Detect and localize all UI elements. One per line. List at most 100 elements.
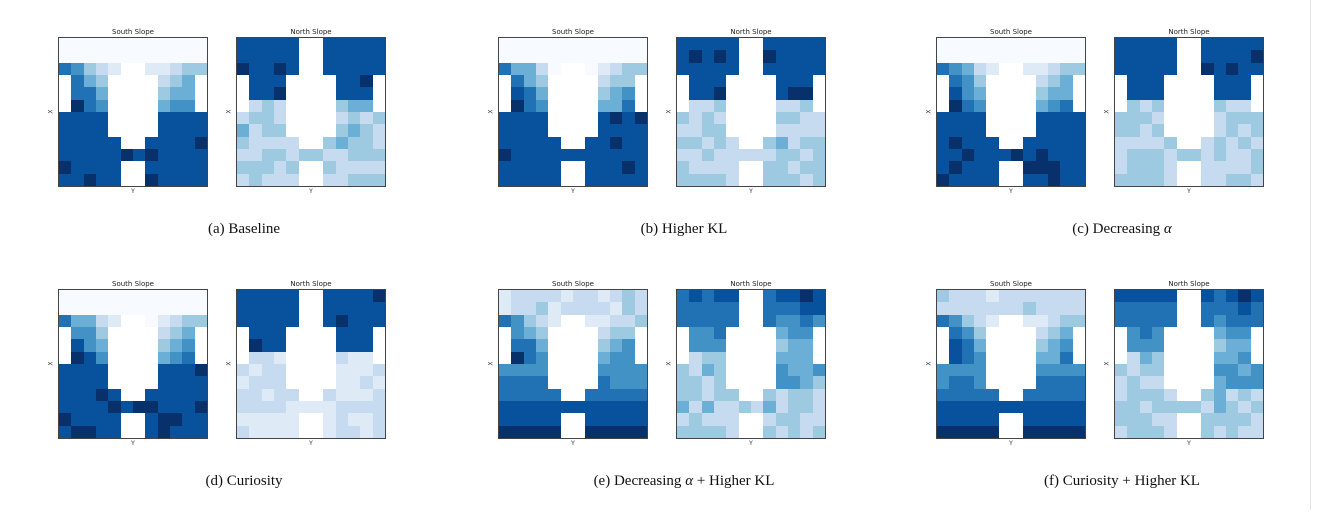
- heatmap-cell: [597, 376, 610, 389]
- heatmap-cell: [1023, 425, 1036, 438]
- south-slope-heatmap: South Slope Y X: [922, 28, 1086, 203]
- heatmap-cell: [585, 136, 598, 149]
- heatmap-cell: [523, 136, 536, 149]
- heatmap-cell: [609, 161, 623, 174]
- heatmap-cell: [1060, 124, 1073, 137]
- heatmap-cell: [335, 339, 348, 352]
- heatmap-cell: [59, 87, 72, 100]
- heatmap-cell: [120, 124, 133, 137]
- heatmap-cell: [1010, 50, 1024, 63]
- heatmap-cell: [59, 413, 72, 426]
- heatmap-cell: [1060, 351, 1073, 364]
- heatmap-cell: [298, 99, 311, 112]
- heatmap-cell: [973, 173, 987, 186]
- heatmap-cell: [986, 376, 999, 389]
- heatmap-cell: [1188, 62, 1202, 75]
- heatmap-cell: [360, 124, 373, 137]
- heatmap-cell: [572, 74, 586, 88]
- heatmap-cell: [1164, 124, 1177, 137]
- heatmap-cell: [535, 161, 549, 174]
- heatmap-cell: [609, 326, 623, 340]
- heatmap-cell: [677, 173, 690, 186]
- heatmap-cell: [237, 413, 250, 426]
- heatmap-cell: [298, 314, 311, 327]
- heatmap-cell: [169, 161, 183, 174]
- heatmap-cell: [157, 161, 170, 174]
- heatmap-cell: [59, 38, 72, 51]
- subfigure-panel: South Slope Y X North Slope Y X (b) Higher KL: [484, 28, 884, 268]
- heatmap-cell: [1035, 425, 1048, 438]
- heatmap-cell: [83, 413, 96, 426]
- heatmap-cell: [1164, 388, 1177, 401]
- heatmap-cell: [1139, 38, 1152, 51]
- heatmap-cell: [347, 87, 361, 100]
- heatmap-cell: [1127, 124, 1140, 137]
- heatmap-cell: [372, 161, 385, 174]
- heatmap-cell: [787, 136, 801, 149]
- heatmap-cell: [273, 38, 287, 51]
- heatmap-cell: [750, 124, 764, 137]
- heatmap-cell: [1115, 111, 1128, 125]
- heatmap-cell: [726, 326, 739, 340]
- heatmap-cell: [1047, 87, 1061, 100]
- heatmap-cell: [1250, 173, 1263, 186]
- heatmap-cell: [998, 339, 1011, 352]
- heatmap-cell: [1127, 376, 1140, 389]
- heatmap-cell: [1176, 425, 1189, 438]
- heatmap-cell: [949, 339, 962, 352]
- heatmap-cell: [249, 376, 262, 389]
- heatmap-cell: [701, 400, 714, 414]
- heatmap-cell: [273, 400, 287, 414]
- heatmap-cell: [310, 400, 324, 414]
- heatmap-cell: [1010, 302, 1024, 315]
- heatmap-cell: [738, 173, 751, 186]
- heatmap-cell: [1176, 413, 1189, 426]
- heatmap-cell: [298, 339, 311, 352]
- heatmap-cell: [1115, 326, 1128, 340]
- plot-title: North Slope: [290, 280, 332, 288]
- heatmap-cell: [986, 425, 999, 438]
- heatmap-cell: [108, 388, 121, 401]
- heatmap-cell: [286, 388, 299, 401]
- subfigure-caption: (c) Decreasing α: [922, 221, 1322, 238]
- heatmap-cell: [973, 413, 987, 426]
- heatmap-cell: [812, 290, 825, 303]
- heatmap-cell: [1139, 124, 1152, 137]
- heatmap-cell: [750, 400, 764, 414]
- subfigure-caption: (d) Curiosity: [44, 473, 444, 490]
- heatmap-cell: [1010, 136, 1024, 149]
- heatmap-cell: [713, 302, 727, 315]
- heatmap-cell: [273, 302, 287, 315]
- heatmap-cell: [1213, 351, 1226, 364]
- heatmap-cell: [1127, 314, 1140, 327]
- heatmap-cell: [961, 161, 974, 174]
- heatmap-cell: [689, 124, 702, 137]
- heatmap-cell: [998, 388, 1011, 401]
- heatmap-cell: [95, 302, 109, 315]
- heatmap-cell: [1225, 124, 1239, 137]
- heatmap-cell: [800, 38, 813, 51]
- heatmap-cell: [182, 400, 195, 414]
- page-scrollbar[interactable]: [1310, 0, 1324, 510]
- heatmap-cell: [273, 290, 287, 303]
- heatmap-cell: [120, 339, 133, 352]
- heatmap-cell: [182, 314, 195, 327]
- heatmap-cell: [973, 62, 987, 75]
- heatmap-cell: [237, 124, 250, 137]
- heatmap-cell: [323, 173, 336, 186]
- x-axis-label: Y: [131, 440, 135, 447]
- north-slope-heatmap: North Slope Y X: [662, 28, 826, 203]
- heatmap-cell: [1164, 99, 1177, 112]
- heatmap-cell: [108, 351, 121, 364]
- heatmap-cell: [499, 148, 512, 162]
- x-axis-label: Y: [309, 440, 313, 447]
- heatmap-cell: [1250, 302, 1263, 315]
- heatmap-cell: [787, 376, 801, 389]
- heatmap-cell: [949, 290, 962, 303]
- heatmap-cell: [677, 74, 690, 88]
- heatmap-cell: [548, 290, 561, 303]
- heatmap-cell: [71, 290, 84, 303]
- heatmap-cell: [323, 74, 336, 88]
- heatmap-cell: [949, 351, 962, 364]
- heatmap-cell: [1115, 302, 1128, 315]
